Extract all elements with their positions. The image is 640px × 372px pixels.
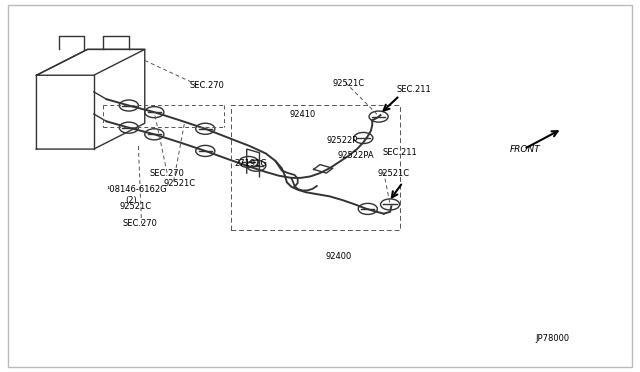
Text: 92522P: 92522P	[326, 137, 358, 145]
Text: SEC.211: SEC.211	[396, 85, 431, 94]
Text: SEC.270: SEC.270	[122, 219, 157, 228]
Text: 92410: 92410	[289, 109, 316, 119]
Text: JP78000: JP78000	[536, 334, 570, 343]
Text: FRONT: FRONT	[510, 145, 541, 154]
Text: SEC.270: SEC.270	[149, 169, 184, 177]
Text: 27191G: 27191G	[234, 159, 267, 169]
Text: ¹08146-6162G: ¹08146-6162G	[106, 185, 167, 194]
Text: 92521C: 92521C	[119, 202, 152, 211]
Text: 92521C: 92521C	[164, 179, 196, 187]
Text: SEC.270: SEC.270	[189, 81, 224, 90]
Text: (2): (2)	[125, 196, 138, 205]
Text: 92400: 92400	[325, 251, 351, 261]
Text: 92521C: 92521C	[333, 79, 365, 88]
Text: 92522PA: 92522PA	[338, 151, 374, 160]
Text: SEC.211: SEC.211	[383, 148, 417, 157]
Text: 92521C: 92521C	[378, 169, 410, 177]
